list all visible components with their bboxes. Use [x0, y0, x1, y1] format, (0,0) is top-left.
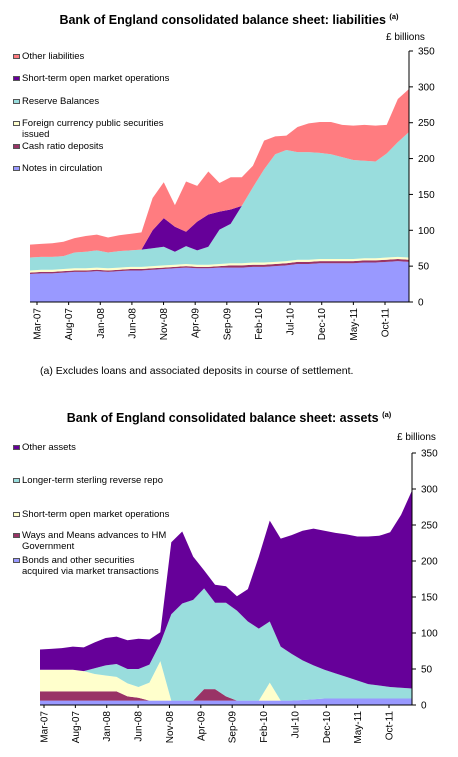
legend-label: Ways and Means advances to HM Government: [22, 530, 167, 552]
liabilities-chart: 0 50 100 150 200 250 300 350 Mar-07 Aug-07 Jan-08 J…: [30, 47, 435, 341]
x-tick-label: Mar-07: [33, 308, 44, 340]
y-tick-label: 350: [418, 47, 435, 58]
y-tick-label: 50: [421, 665, 433, 676]
legend-swatch: [13, 99, 20, 104]
legend-swatch: [13, 76, 20, 81]
legend-swatch: [13, 512, 20, 517]
x-tick-label: Aug-07: [64, 308, 75, 341]
x-tick-label: Jan-08: [102, 711, 113, 742]
x-tick-label: Sep-09: [228, 711, 239, 744]
y-tick-label: 100: [421, 629, 438, 640]
legend-swatch: [13, 144, 20, 149]
area-series-other-liabilities: [30, 89, 409, 258]
legend-swatch: [13, 54, 20, 59]
area-series-short-term-open-market-operations: [40, 661, 412, 701]
legend-swatch: [13, 558, 20, 563]
legend-label: Longer-term sterling reverse repo: [22, 475, 163, 486]
legend-label: Bonds and other securities acquired via …: [22, 555, 159, 577]
x-tick-label: Jun-08: [134, 711, 145, 742]
x-tick-label: Sep-09: [222, 308, 233, 341]
x-tick-label: May-11: [349, 308, 360, 341]
area-series-cash-ratio-deposits: [30, 258, 409, 275]
y-tick-label: 100: [418, 226, 435, 237]
y-tick-label: 250: [418, 118, 435, 129]
x-tick-label: Oct-11: [385, 711, 396, 741]
y-tick-label: 350: [421, 449, 438, 460]
y-tick-label: 200: [421, 557, 438, 568]
y-tick-label: 200: [418, 154, 435, 165]
legend-swatch: [13, 478, 20, 483]
x-tick-label: Nov-08: [165, 711, 176, 744]
chart2-unit-label: £ billions: [397, 432, 436, 443]
legend-label: Other assets: [22, 442, 76, 453]
area-series-reserve-balances: [30, 132, 409, 271]
legend-label: Other liabilities: [22, 51, 85, 62]
x-tick-label: Aug-07: [71, 711, 82, 744]
legend-label: Cash ratio deposits: [22, 141, 104, 152]
area-series-longer-term-sterling-reverse-repo: [40, 588, 412, 701]
area-series-ways-and-means-advances-to-hm-government: [40, 689, 412, 701]
area-series-other-assets: [40, 490, 412, 689]
y-tick-label: 300: [418, 82, 435, 93]
y-tick-label: 50: [418, 262, 430, 273]
legend-label: Notes in circulation: [22, 163, 103, 174]
legend-swatch: [13, 533, 20, 538]
chart2-title: Bank of England consolidated balance she…: [66, 410, 392, 426]
chart1-unit-label: £ billions: [386, 32, 425, 43]
x-tick-label: Jan-08: [96, 308, 107, 339]
x-tick-label: Oct-11: [381, 308, 392, 338]
legend-label: Short-term open market operations: [22, 509, 170, 520]
y-tick-label: 0: [421, 701, 427, 712]
area-series-foreign-currency-public-securities-issued: [30, 256, 409, 273]
legend-label: Reserve Balances: [22, 96, 100, 107]
chart1-title: Bank of England consolidated balance she…: [59, 12, 399, 28]
x-tick-label: Dec-10: [322, 711, 333, 744]
x-tick-label: Feb-10: [254, 308, 265, 340]
area-series-bonds-and-other-securities-acquired-via-market-transactions: [40, 698, 412, 705]
x-tick-label: Jul-10: [286, 308, 297, 336]
x-tick-label: Feb-10: [259, 711, 270, 743]
x-tick-label: Apr-09: [196, 711, 207, 741]
x-tick-label: Nov-08: [159, 308, 170, 341]
legend-swatch: [13, 121, 20, 126]
chart1-footnote: (a) Excludes loans and associated deposi…: [40, 365, 354, 377]
x-tick-label: Mar-07: [40, 711, 51, 743]
x-tick-label: Jun-08: [127, 308, 138, 339]
y-tick-label: 150: [421, 593, 438, 604]
x-tick-label: Apr-09: [191, 308, 202, 338]
y-tick-label: 250: [421, 521, 438, 532]
legend-label: Short-term open market operations: [22, 73, 170, 84]
y-tick-label: 150: [418, 190, 435, 201]
y-tick-label: 0: [418, 298, 424, 309]
legend-swatch: [13, 445, 20, 450]
x-tick-label: May-11: [353, 711, 364, 744]
x-tick-label: Dec-10: [317, 308, 328, 341]
x-tick-label: Jul-10: [290, 711, 301, 739]
area-series-notes-in-circulation: [30, 261, 409, 302]
legend-swatch: [13, 166, 20, 171]
legend-label: Foreign currency public securities issue…: [22, 118, 164, 140]
y-tick-label: 300: [421, 485, 438, 496]
